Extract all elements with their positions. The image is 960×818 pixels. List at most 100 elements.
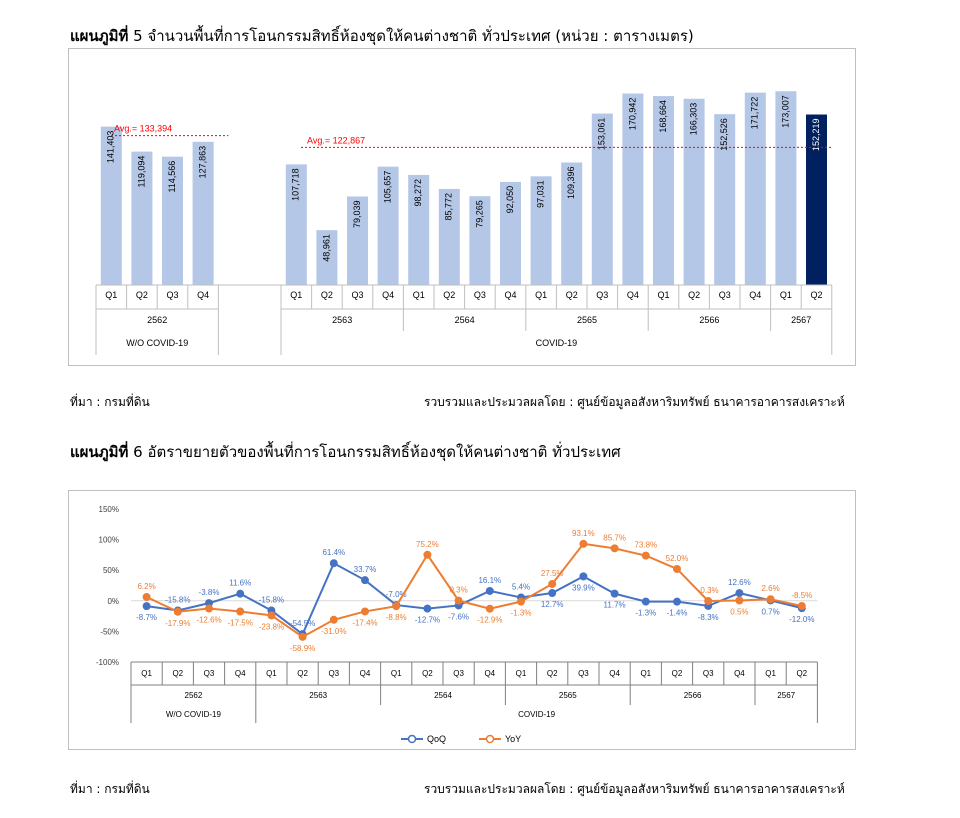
- legend-label-yoy: YoY: [505, 734, 521, 744]
- series-point-qoq: [673, 597, 681, 606]
- x-tick-year: 2567: [777, 691, 795, 700]
- x-tick-quarter: Q2: [297, 669, 308, 678]
- chart2-frame: 150% 100% 50% 0% -50% -100% Q1 Q2 Q3 Q4 Q1 Q2 Q3 Q4 Q1…: [68, 490, 856, 750]
- series-point-yoy: [236, 607, 245, 616]
- series-point-yoy: [205, 604, 213, 613]
- data-label-qoq: -3.8%: [199, 588, 220, 597]
- data-label-yoy: -31.0%: [321, 627, 346, 636]
- x-tick-quarter: Q4: [749, 290, 761, 300]
- x-tick-year: 2566: [684, 691, 702, 700]
- x-tick-quarter: Q4: [360, 669, 371, 678]
- data-label-qoq: -8.3%: [698, 613, 719, 622]
- x-tick-quarter: Q1: [391, 669, 402, 678]
- bar-value-label: 48,961: [321, 234, 331, 262]
- x-tick-quarter: Q1: [765, 669, 776, 678]
- series-point-qoq: [142, 602, 151, 611]
- data-label-yoy: -17.4%: [352, 618, 377, 627]
- data-label-yoy: 73.8%: [634, 541, 657, 550]
- x-tick-quarter: Q1: [640, 669, 651, 678]
- x-tick-quarter: Q4: [504, 290, 516, 300]
- x-tick-quarter: Q3: [166, 290, 178, 300]
- data-label-qoq: 12.6%: [728, 578, 751, 587]
- data-label-qoq: 61.4%: [322, 548, 345, 557]
- series-point-qoq: [548, 589, 557, 598]
- x-tick-quarter: Q3: [703, 669, 714, 678]
- x-tick-quarter: Q2: [566, 290, 578, 300]
- chart1-source: ที่มา : กรมที่ดิน: [70, 395, 150, 409]
- data-label-qoq: -8.7%: [136, 613, 157, 622]
- chart1-compiled-by: รวบรวมและประมวลผลโดย : ศูนย์ข้อมูลอสังหา…: [424, 395, 845, 409]
- x-tick-quarter: Q3: [204, 669, 215, 678]
- series-point-yoy: [361, 607, 369, 616]
- x-tick-quarter: Q2: [547, 669, 558, 678]
- bar-value-label: 98,272: [413, 179, 423, 207]
- bar: [530, 176, 552, 285]
- data-label-yoy: -17.9%: [165, 619, 190, 628]
- series-point-qoq: [610, 589, 619, 598]
- data-label-qoq: 11.6%: [229, 579, 251, 588]
- chart2-source: ที่มา : กรมที่ดิน: [70, 782, 150, 796]
- series-point-yoy: [142, 593, 151, 602]
- x-tick-quarter: Q2: [796, 669, 807, 678]
- bar: [316, 230, 338, 285]
- bar: [714, 114, 736, 285]
- data-label-qoq: 12.7%: [541, 600, 564, 609]
- x-tick-quarter: Q4: [235, 669, 246, 678]
- x-tick-quarter: Q4: [382, 290, 394, 300]
- data-label-yoy: 2.6%: [761, 584, 779, 593]
- bar-value-label: 92,050: [505, 186, 515, 214]
- data-label-qoq: 0.7%: [761, 607, 779, 616]
- bar-value-label: 152,219: [811, 119, 821, 152]
- bar: [806, 114, 827, 286]
- bar-value-label: 173,007: [780, 95, 790, 128]
- bar: [653, 96, 674, 286]
- series-point-yoy: [548, 579, 557, 588]
- chart1-frame: 141,403 119,094 114,566 127,863 Avg.= 133,39…: [68, 48, 856, 366]
- x-tick-quarter: Q2: [688, 290, 700, 300]
- data-label-yoy: -17.5%: [228, 619, 253, 628]
- x-tick-quarter: Q4: [734, 669, 745, 678]
- bar: [100, 126, 122, 286]
- series-point-yoy: [392, 602, 401, 611]
- bar-value-label: 107,718: [291, 168, 301, 201]
- bar-value-label: 127,863: [197, 146, 207, 179]
- chart2-title-bold: แผนภูมิที่: [70, 443, 129, 461]
- y-tick-label: 150%: [99, 505, 119, 514]
- bar-value-label: 152,526: [719, 118, 729, 151]
- data-label-yoy: 93.1%: [572, 529, 595, 538]
- series-point-yoy: [673, 564, 681, 573]
- series-point-qoq: [579, 572, 588, 581]
- bar: [561, 162, 583, 285]
- legend-marker-qoq: [407, 734, 417, 744]
- data-label-yoy: 0.3%: [449, 586, 467, 595]
- x-tick-group: W/O COVID-19: [166, 710, 222, 719]
- data-label-qoq: -12.7%: [415, 616, 440, 625]
- series-line-qoq: [146, 561, 803, 636]
- x-tick-quarter: Q2: [672, 669, 683, 678]
- x-tick-quarter: Q2: [321, 290, 333, 300]
- x-tick-quarter: Q3: [474, 290, 486, 300]
- x-tick-year: 2563: [332, 315, 352, 325]
- series-point-yoy: [423, 550, 432, 559]
- data-label-qoq: 5.4%: [512, 582, 530, 591]
- bar: [377, 166, 399, 285]
- chart1-title: แผนภูมิที่ 5 จำนวนพื้นที่การโอนกรรมสิทธิ…: [70, 24, 694, 48]
- x-tick-year: 2562: [185, 691, 203, 700]
- x-tick-quarter: Q1: [105, 290, 117, 300]
- data-label-qoq: -54.5%: [290, 619, 315, 628]
- x-tick-year: 2567: [791, 315, 811, 325]
- series-point-yoy: [579, 539, 588, 548]
- x-tick-quarter: Q3: [328, 669, 339, 678]
- x-tick-quarter: Q1: [141, 669, 152, 678]
- data-label-yoy: -12.9%: [477, 616, 502, 625]
- bar: [622, 93, 644, 286]
- bar-value-label: 171,722: [750, 97, 760, 130]
- series-point-qoq: [485, 586, 494, 595]
- series-point-yoy: [704, 596, 713, 605]
- data-label-yoy: -12.6%: [196, 616, 221, 625]
- bar-value-label: 170,942: [627, 98, 637, 131]
- x-tick-year: 2563: [309, 691, 327, 700]
- x-tick-quarter: Q1: [780, 290, 792, 300]
- x-tick-quarter: Q2: [810, 290, 822, 300]
- bar-value-label: 114,566: [167, 161, 177, 193]
